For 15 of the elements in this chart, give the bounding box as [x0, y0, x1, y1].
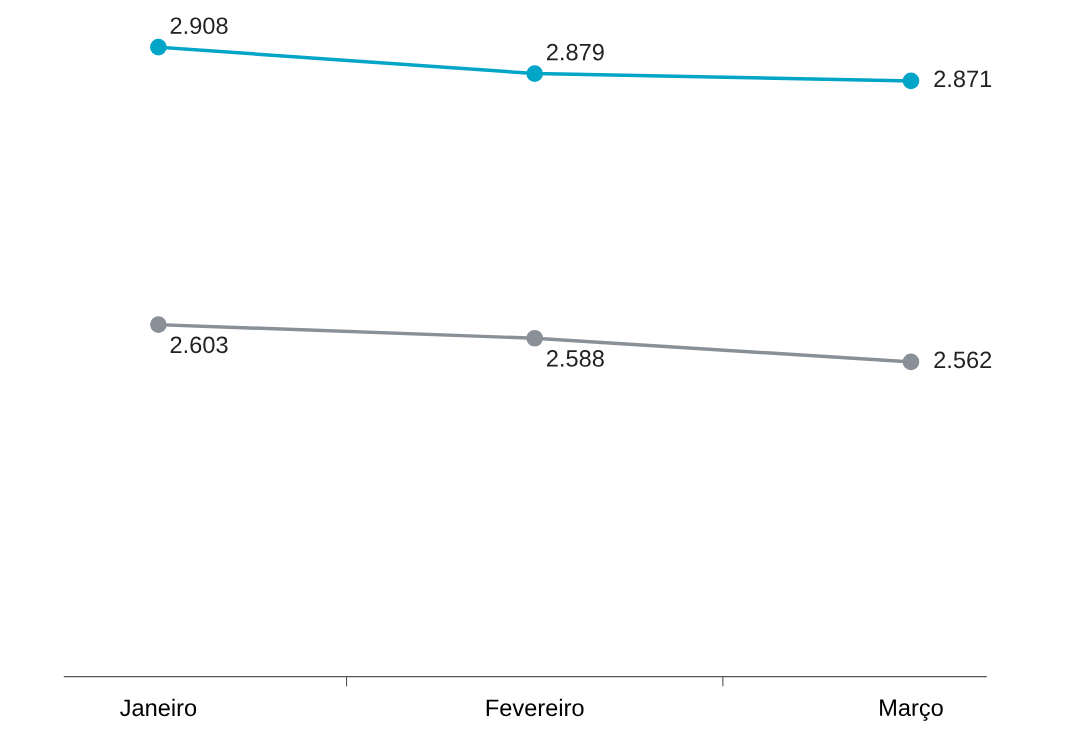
point	[902, 353, 920, 371]
data-label: 2.588	[546, 350, 604, 367]
data-label: 2.908	[170, 17, 228, 35]
data-label: 2.603	[170, 336, 228, 354]
x-tick-label: Março	[880, 699, 943, 721]
data-label: 2.879	[546, 43, 604, 61]
point	[902, 72, 920, 90]
data-label: 2.562	[934, 351, 992, 369]
point	[526, 329, 544, 347]
x-tick-label: Fevereiro	[486, 698, 584, 717]
point	[526, 65, 544, 82]
data-label: 2.871	[934, 70, 992, 88]
x-tick-label: Janeiro	[120, 698, 197, 717]
point	[150, 38, 167, 56]
point	[150, 316, 167, 333]
